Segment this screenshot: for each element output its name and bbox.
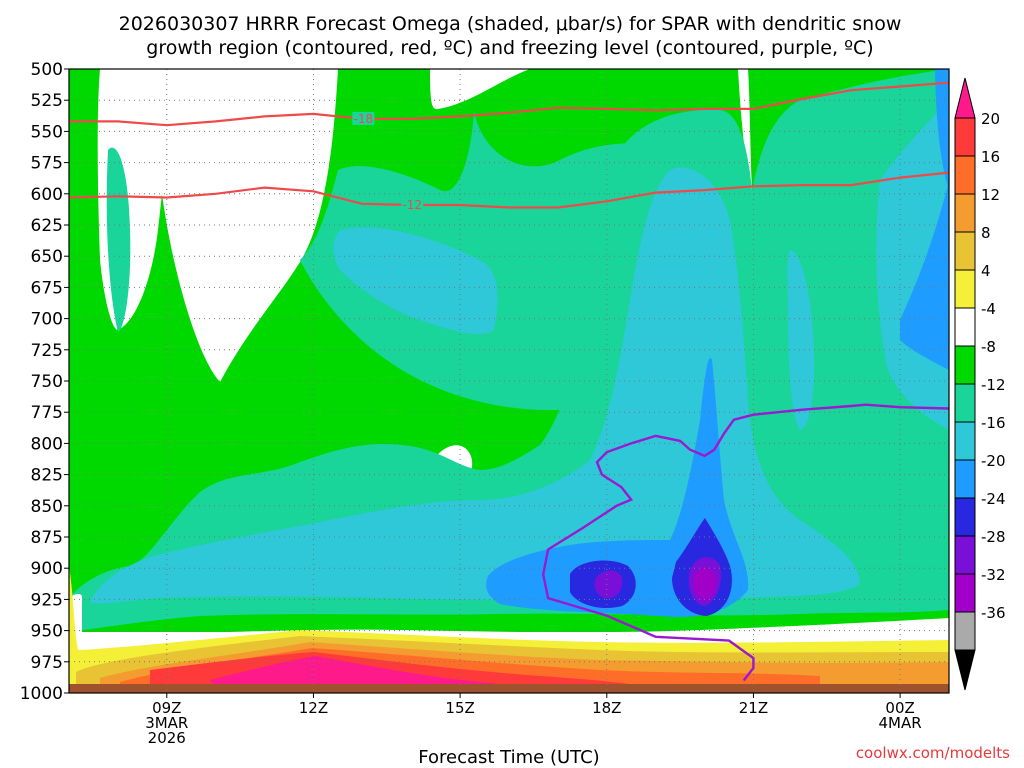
contour-label-bg: [401, 198, 424, 212]
colorbar-tick-label: -36: [981, 604, 1006, 622]
colorbar-tick-label: -16: [981, 414, 1006, 432]
omega-region-16to20-a: [486, 358, 749, 617]
colorbar-bin: [954, 269, 976, 309]
x-tick-label: 12Z: [299, 699, 328, 717]
y-tick-label: 700: [31, 310, 63, 330]
dgz-contour-label: -18: [354, 112, 374, 126]
y-tick-label: 875: [31, 528, 63, 548]
x-tick-label: 18Z: [592, 699, 621, 717]
x-tick-label: 3MAR: [145, 714, 188, 732]
colorbar-bin: [954, 155, 976, 195]
y-tick-label: 625: [31, 216, 63, 236]
colorbar-tick-label: -12: [981, 376, 1006, 394]
y-tick-label: 550: [31, 122, 63, 142]
colorbar-bin: [954, 193, 976, 233]
colorbar-bin: [954, 611, 976, 651]
contour-lines: -18 -12: [69, 81, 949, 682]
omega-region-8to12-c: [300, 110, 680, 410]
colorbar-bin: [954, 535, 976, 575]
y-axis: 500 525 550 575 600 625 650 675 700 725 750 775 800 8…: [20, 60, 69, 704]
y-tick-label: 675: [31, 278, 63, 298]
x-tick-label: 21Z: [739, 699, 768, 717]
chart-title-line1: 2026030307 HRRR Forecast Omega (shaded, …: [119, 13, 902, 35]
omega-hole-3: [738, 69, 752, 190]
colorbar-bin: [954, 497, 976, 537]
y-tick-label: 650: [31, 247, 63, 267]
colorbar-bin: [954, 345, 976, 385]
y-tick-label: 500: [31, 60, 63, 80]
dgz-contour-line: [69, 171, 949, 209]
colorbar-max-triangle: [954, 77, 976, 119]
omega-region-24to28-a: [594, 570, 623, 599]
colorbar-bin: [954, 573, 976, 613]
omega-region-12to16-a: [333, 227, 498, 335]
colorbar-tick-label: -24: [981, 490, 1006, 508]
y-tick-label: 900: [31, 559, 63, 579]
colorbar-tick-label: -20: [981, 452, 1006, 470]
y-tick-label: 950: [31, 622, 63, 642]
colorbar: 20 16 12 8 4 -4 -8 -12 -16 -20 -24 -28 -32 -36: [954, 77, 1006, 691]
omega-region-gt20: [210, 656, 540, 693]
y-tick-label: 925: [31, 590, 63, 610]
omega-region-16to20-b: [900, 180, 949, 370]
colorbar-tick-label: -4: [981, 300, 996, 318]
colorbar-tick-label: -32: [981, 566, 1006, 584]
omega-region-12to16-c: [787, 250, 815, 430]
y-tick-label: 600: [31, 185, 63, 205]
y-tick-label: 850: [31, 497, 63, 517]
y-tick-label: 750: [31, 372, 63, 392]
colorbar-tick-label: 12: [981, 186, 1000, 204]
y-tick-label: 525: [31, 91, 63, 111]
colorbar-bin: [954, 421, 976, 461]
y-tick-label: 800: [31, 434, 63, 454]
x-tick-label: 09Z: [152, 699, 181, 717]
y-tick-label: 1000: [20, 684, 63, 704]
y-tick-label: 975: [31, 653, 63, 673]
contour-label-bg: [352, 111, 375, 125]
omega-region-16to20-c: [935, 69, 949, 190]
freezing-level-line: [541, 403, 949, 682]
x-axis-label: Forecast Time (UTC): [418, 747, 599, 768]
gridlines: [69, 69, 949, 693]
x-tick-label: 4MAR: [879, 714, 922, 732]
y-tick-label: 725: [31, 341, 63, 361]
colorbar-bin: [954, 459, 976, 499]
omega-shading: [69, 69, 949, 693]
y-tick-label: 575: [31, 154, 63, 174]
colorbar-tick-label: 8: [981, 224, 991, 242]
colorbar-tick-label: 20: [981, 110, 1000, 128]
omega-region-28to32: [693, 567, 717, 600]
colorbar-tick-label: 4: [981, 262, 991, 280]
dgz-contour-line: [69, 81, 949, 127]
y-tick-label: 775: [31, 403, 63, 423]
x-tick-label: 15Z: [445, 699, 474, 717]
colorbar-bin: [954, 383, 976, 423]
colorbar-bin: [954, 231, 976, 271]
y-tick-label: 825: [31, 466, 63, 486]
colorbar-tick-label: -8: [981, 338, 996, 356]
colorbar-bin: [954, 117, 976, 157]
colorbar-min-triangle: [954, 649, 976, 691]
omega-region-12to16-b: [90, 167, 860, 604]
credit-text: coolwx.com/modelts: [856, 744, 1010, 762]
colorbar-tick-label: -28: [981, 528, 1006, 546]
below-ground: [69, 684, 949, 693]
dgz-contour-label: -12: [402, 198, 422, 212]
colorbar-bin: [954, 307, 976, 347]
x-tick-label: 00Z: [885, 699, 914, 717]
colorbar-tick-label: 16: [981, 148, 1000, 166]
x-tick-label: 2026: [148, 729, 186, 747]
chart-title-line2: growth region (contoured, red, ºC) and f…: [146, 37, 873, 59]
